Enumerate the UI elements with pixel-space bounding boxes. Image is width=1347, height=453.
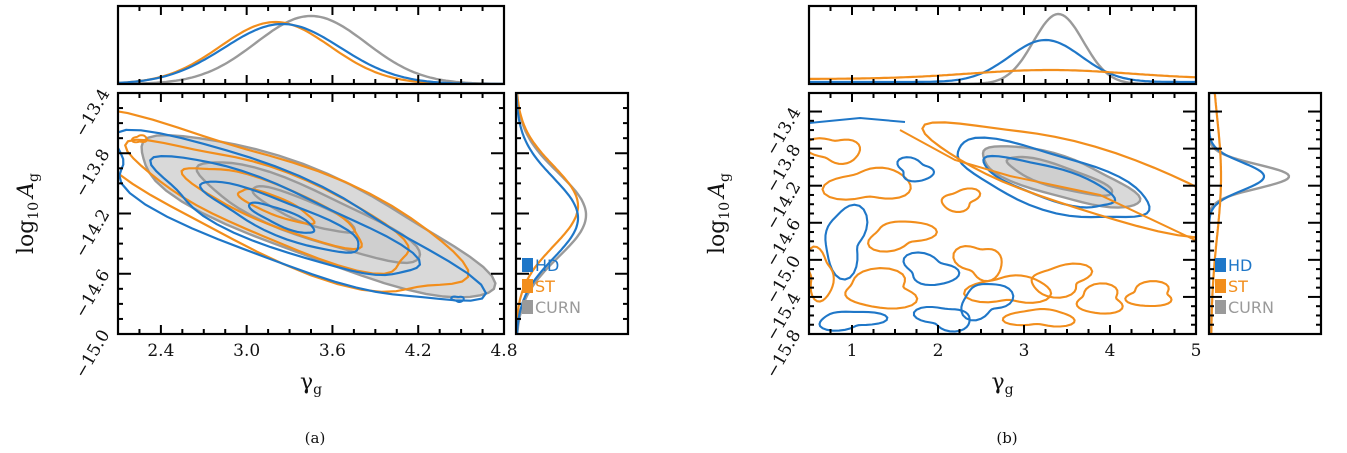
caption-b: (b): [996, 429, 1017, 447]
top-marginal: [118, 14, 504, 84]
ST-contour: [1001, 308, 1076, 328]
x-tick-label: 3: [1019, 341, 1030, 361]
ST-contour: [844, 267, 919, 310]
HD-contour: [956, 136, 1151, 219]
x-tick-label: 4: [1105, 341, 1116, 361]
ST-contour: [821, 166, 912, 201]
HD-contour: [896, 156, 936, 183]
x-tick-label: 3.6: [319, 341, 346, 361]
y-axis-label-sub: 10: [26, 202, 42, 220]
x-tick-label: 2.4: [147, 341, 174, 361]
HD-contour: [960, 282, 1015, 322]
legend-swatch-HD: [522, 258, 533, 272]
panel-a: 2.4 3.0 3.6 4.2 4.8 −13.4 −13.8 −14.2 −14.6 −15.0…: [14, 4, 630, 398]
HD-contour: [247, 201, 316, 234]
y-axis-label-A: A: [14, 182, 39, 200]
ST-contour: [130, 134, 149, 144]
y-tick-label: −14.6: [71, 266, 114, 321]
legend-swatch-ST: [1215, 279, 1226, 293]
x-tick-label: 4.2: [405, 341, 432, 361]
HD-marginal: [809, 38, 1196, 84]
ST-contour: [962, 274, 1053, 304]
ST-marginal: [809, 68, 1196, 80]
x-tick-label: 3.0: [233, 341, 260, 361]
legend-label-ST: ST: [1228, 277, 1248, 296]
y-axis-label: log10Ag: [705, 173, 733, 254]
legend-label-CURN: CURN: [535, 298, 581, 317]
main-plot-area: [809, 116, 1196, 333]
ST-contour: [809, 137, 862, 165]
x-tick-label: 1: [847, 341, 858, 361]
right-marginal: [516, 93, 588, 334]
ST-contour: [1124, 280, 1173, 308]
y-tick-label: −13.4: [71, 86, 114, 141]
legend-swatch-HD: [1215, 258, 1226, 272]
HD-marginal: [516, 93, 580, 334]
panel-b: 1 2 3 4 5−13.4−13.8−14.2−14.6−15.0−15.4−15.8…: [705, 4, 1323, 398]
x-tick-label: 4.8: [490, 341, 517, 361]
x-axis-label-sub: g: [1005, 382, 1014, 398]
top-marginal: [809, 12, 1196, 84]
legend-swatch-CURN: [522, 300, 533, 314]
ST-contour: [1030, 262, 1094, 299]
x-axis-label: γg: [300, 370, 322, 398]
HD-contour: [824, 203, 869, 281]
ST-contour: [867, 220, 939, 253]
legend-label-HD: HD: [535, 256, 559, 275]
CURN-contour: [1005, 155, 1114, 198]
HD-contour: [912, 305, 971, 333]
x-axis-label-sub: g: [313, 382, 322, 398]
HD-contour: [902, 251, 961, 287]
x-axis-label: γg: [991, 370, 1013, 398]
HD-contour: [818, 310, 889, 332]
y-tick-label: −14.2: [71, 206, 114, 261]
HD-contour: [450, 295, 465, 303]
ST-marginal: [1210, 93, 1223, 334]
ST-contour: [1075, 282, 1124, 315]
HD-contour: [149, 154, 422, 277]
y-axis-label-sub: g: [26, 173, 42, 182]
ST-contour: [921, 121, 1196, 239]
HD-contour: [199, 180, 360, 254]
y-tick-label: −15.0: [71, 327, 114, 382]
legend-swatch-ST: [522, 279, 533, 293]
HD-contour: [809, 116, 906, 124]
y-axis-label-sub: g: [717, 173, 733, 182]
legend-label-ST: ST: [535, 277, 555, 296]
ST-contour: [899, 129, 1196, 241]
y-axis-label: log10Ag: [14, 173, 42, 254]
legend-label-CURN: CURN: [1228, 298, 1274, 317]
legend-label-HD: HD: [1228, 256, 1252, 275]
HD-contour: [982, 154, 1117, 209]
caption-a: (a): [305, 429, 326, 447]
ST-contour: [809, 245, 835, 303]
y-axis-label-A: A: [705, 182, 730, 200]
x-tick-label: 2: [933, 341, 944, 361]
CURN-marginal: [516, 93, 588, 334]
y-axis-label-sub: 10: [717, 202, 733, 220]
legend-swatch-CURN: [1215, 300, 1226, 314]
ST-contour: [952, 245, 1003, 283]
y-tick-label: −13.8: [71, 146, 114, 201]
ST-contour: [940, 187, 982, 213]
x-tick-label: 5: [1191, 341, 1202, 361]
main-plot-area: [118, 110, 497, 303]
